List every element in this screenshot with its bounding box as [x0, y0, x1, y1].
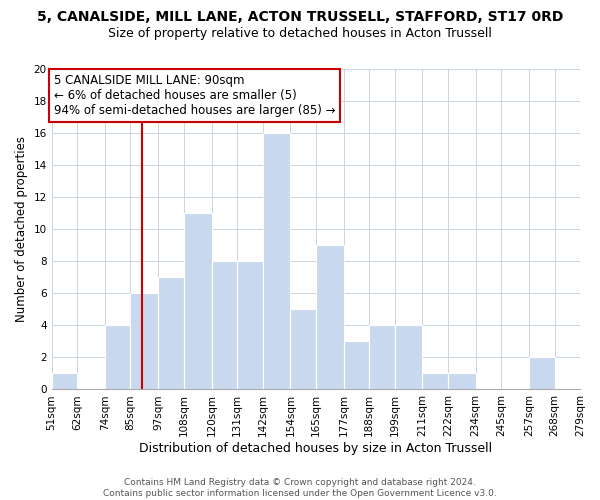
Bar — [105, 326, 130, 390]
Bar — [263, 133, 290, 390]
Bar — [448, 374, 476, 390]
Text: Contains HM Land Registry data © Crown copyright and database right 2024.
Contai: Contains HM Land Registry data © Crown c… — [103, 478, 497, 498]
Bar — [290, 310, 316, 390]
Bar — [369, 326, 395, 390]
Bar — [130, 294, 158, 390]
Text: 5 CANALSIDE MILL LANE: 90sqm
← 6% of detached houses are smaller (5)
94% of semi: 5 CANALSIDE MILL LANE: 90sqm ← 6% of det… — [54, 74, 335, 117]
Bar — [529, 358, 554, 390]
Bar — [184, 213, 212, 390]
X-axis label: Distribution of detached houses by size in Acton Trussell: Distribution of detached houses by size … — [139, 442, 493, 455]
Bar — [237, 262, 263, 390]
Bar — [395, 326, 422, 390]
Bar — [52, 374, 77, 390]
Text: Size of property relative to detached houses in Acton Trussell: Size of property relative to detached ho… — [108, 28, 492, 40]
Bar — [212, 262, 237, 390]
Bar — [158, 278, 184, 390]
Y-axis label: Number of detached properties: Number of detached properties — [15, 136, 28, 322]
Bar — [422, 374, 448, 390]
Text: 5, CANALSIDE, MILL LANE, ACTON TRUSSELL, STAFFORD, ST17 0RD: 5, CANALSIDE, MILL LANE, ACTON TRUSSELL,… — [37, 10, 563, 24]
Bar — [316, 246, 344, 390]
Bar — [344, 342, 369, 390]
